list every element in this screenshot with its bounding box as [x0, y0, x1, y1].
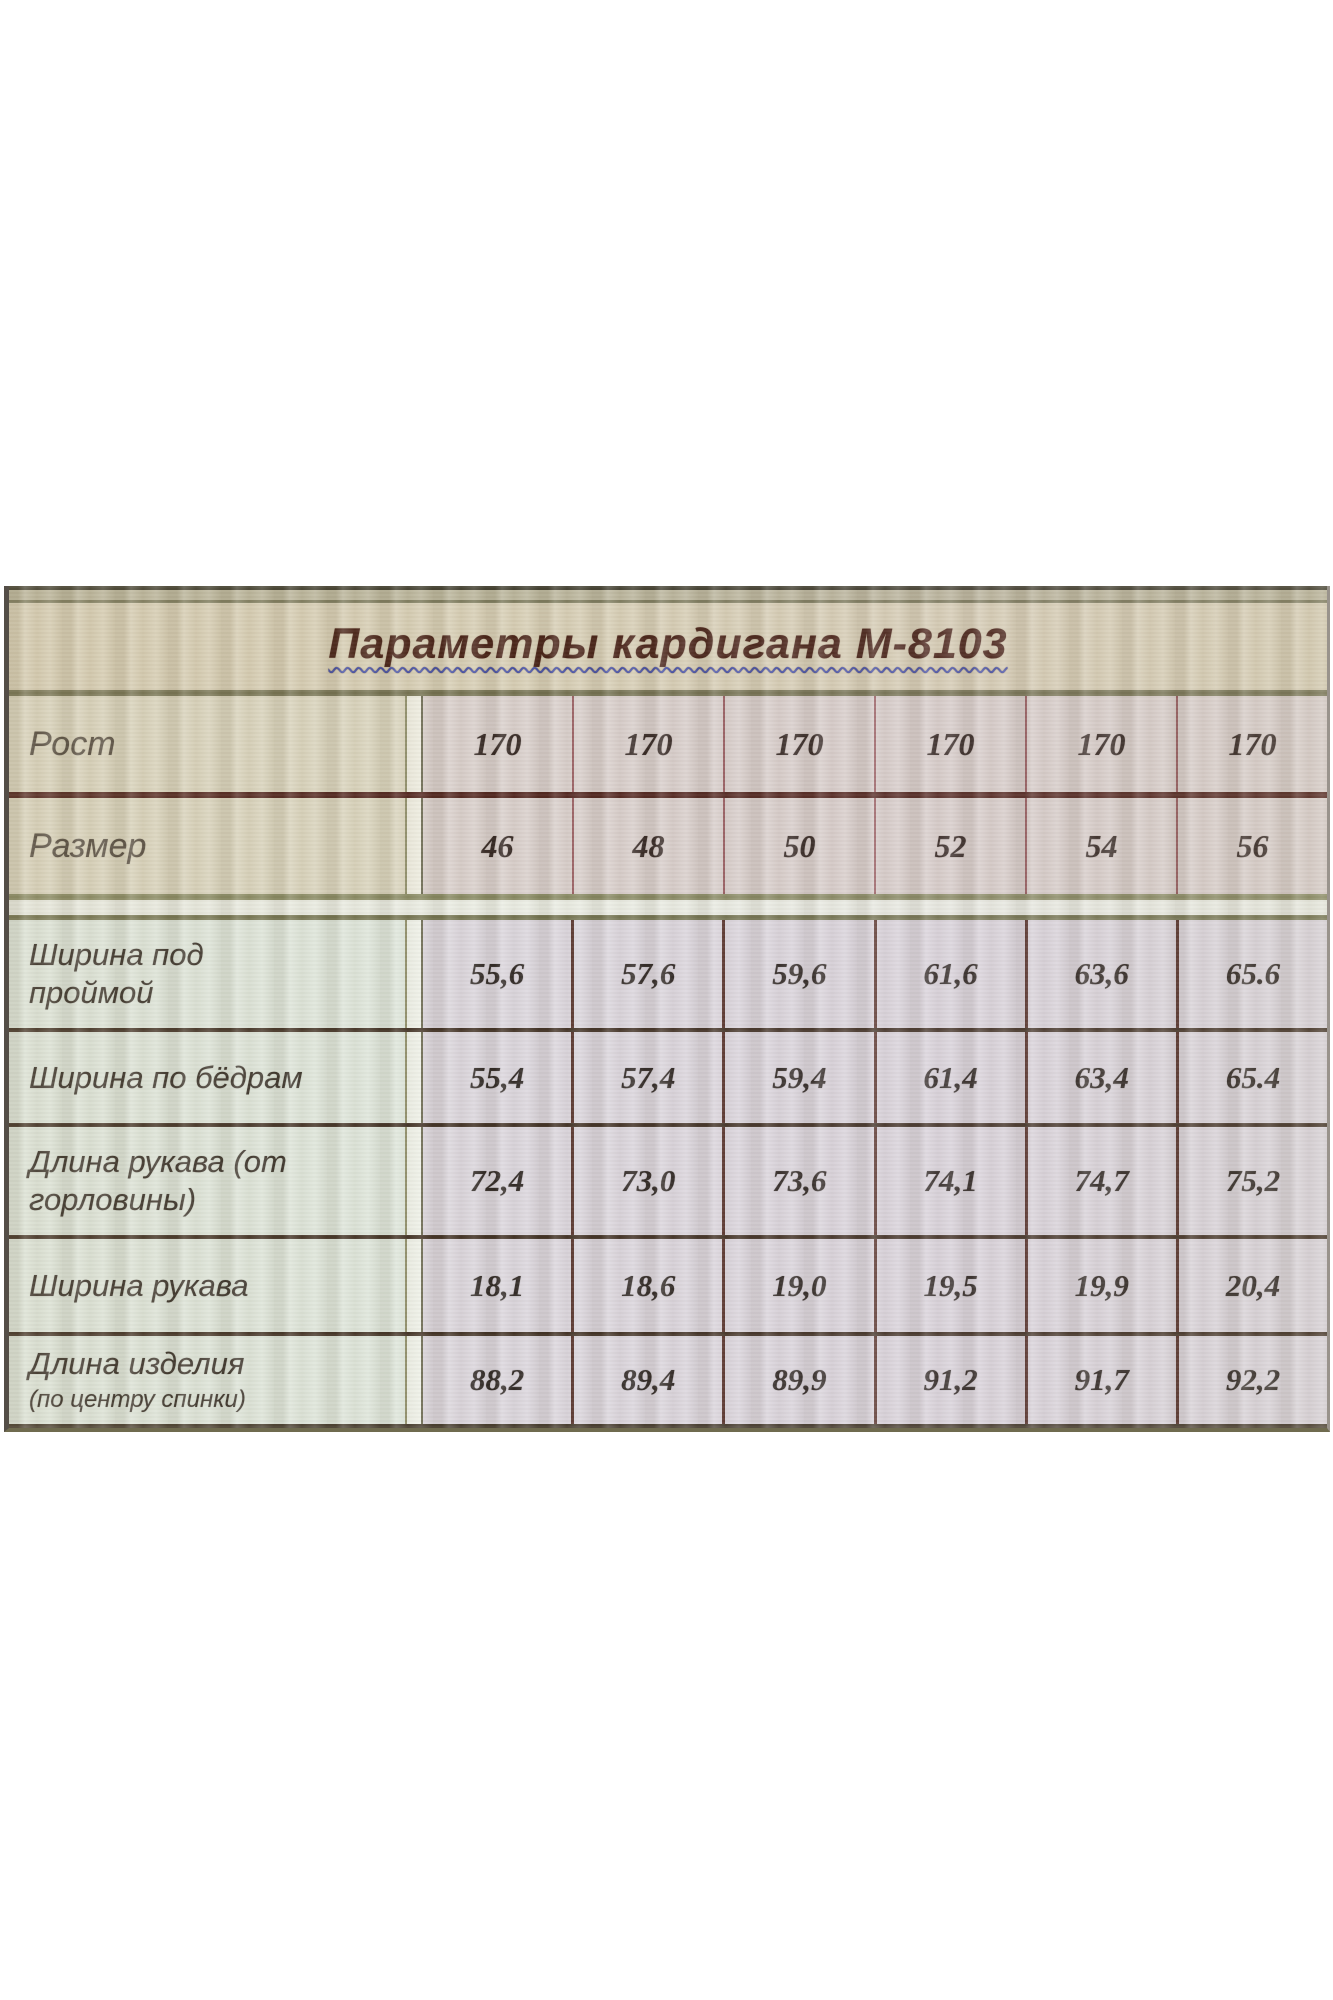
body-row: Длина изделия (по центру спинки) 88,2 89… — [9, 1332, 1328, 1428]
height-cell: 170 — [723, 696, 874, 792]
body-row-label: Длина изделия (по центру спинки) — [9, 1336, 405, 1424]
value-cell: 88,2 — [423, 1336, 572, 1424]
label-gap — [405, 1032, 423, 1123]
body-row-label: Длина рукава (от горловины) — [9, 1127, 405, 1235]
label-gap — [405, 1239, 423, 1332]
value-cell: 63,4 — [1024, 1032, 1176, 1123]
height-row: Рост 170 170 170 170 170 170 — [9, 696, 1327, 798]
body-row-label: Ширина по бёдрам — [9, 1032, 405, 1123]
value-cell: 89,4 — [571, 1336, 723, 1424]
value-cell: 19,0 — [722, 1239, 874, 1332]
value-cell: 72,4 — [423, 1127, 572, 1235]
body-row-label-main: Длина изделия — [29, 1346, 245, 1382]
size-row: Размер 46 48 50 52 54 56 — [9, 798, 1327, 894]
value-cell: 65.6 — [1175, 920, 1328, 1028]
value-cell: 63,6 — [1024, 920, 1176, 1028]
value-cell: 74,1 — [873, 1127, 1025, 1235]
body-row: Ширина рукава 18,1 18,6 19,0 19,5 19,9 2… — [9, 1235, 1328, 1332]
value-cell: 18,1 — [423, 1239, 572, 1332]
value-cell: 19,5 — [873, 1239, 1025, 1332]
label-gap — [405, 1127, 423, 1235]
title-row: Параметры кардигана М-8103 — [9, 586, 1327, 696]
size-cell: 48 — [572, 798, 723, 894]
label-gap — [405, 798, 423, 894]
body-row: Ширина по бёдрам 55,4 57,4 59,4 61,4 63,… — [9, 1028, 1328, 1123]
value-cell: 19,9 — [1024, 1239, 1176, 1332]
value-cell: 91,2 — [873, 1336, 1025, 1424]
value-cell: 55,4 — [423, 1032, 572, 1123]
value-cell: 18,6 — [571, 1239, 723, 1332]
label-gap — [405, 696, 423, 792]
value-cell: 91,7 — [1024, 1336, 1176, 1424]
height-cell: 170 — [1025, 696, 1176, 792]
height-cell: 170 — [874, 696, 1025, 792]
size-cell: 54 — [1025, 798, 1176, 894]
body-row-label: Ширина под проймой — [9, 920, 405, 1028]
value-cell: 59,6 — [722, 920, 874, 1028]
body-row: Длина рукава (от горловины) 72,4 73,0 73… — [9, 1123, 1328, 1235]
value-cell: 61,6 — [873, 920, 1025, 1028]
label-gap — [405, 1336, 423, 1424]
height-row-label: Рост — [9, 696, 405, 792]
size-row-label: Размер — [9, 798, 405, 894]
value-cell: 57,6 — [571, 920, 723, 1028]
size-cell: 46 — [423, 798, 572, 894]
size-cell: 50 — [723, 798, 874, 894]
header-body-divider — [9, 894, 1327, 920]
value-cell: 59,4 — [722, 1032, 874, 1123]
size-cell: 52 — [874, 798, 1025, 894]
value-cell: 57,4 — [571, 1032, 723, 1123]
value-cell: 73,0 — [571, 1127, 723, 1235]
height-cell: 170 — [572, 696, 723, 792]
value-cell: 75,2 — [1175, 1127, 1328, 1235]
value-cell: 89,9 — [722, 1336, 874, 1424]
body-row: Ширина под проймой 55,6 57,6 59,6 61,6 6… — [9, 920, 1328, 1028]
label-gap — [405, 920, 423, 1028]
value-cell: 74,7 — [1024, 1127, 1176, 1235]
body-row-label: Ширина рукава — [9, 1239, 405, 1332]
value-cell: 92,2 — [1175, 1336, 1328, 1424]
table-title: Параметры кардигана М-8103 — [328, 619, 1008, 668]
height-cell: 170 — [423, 696, 572, 792]
value-cell: 65.4 — [1175, 1032, 1328, 1123]
size-table: Параметры кардигана М-8103 Рост 170 170 … — [4, 586, 1330, 1432]
value-cell: 61,4 — [873, 1032, 1025, 1123]
value-cell: 73,6 — [722, 1127, 874, 1235]
value-cell: 20,4 — [1175, 1239, 1328, 1332]
size-cell: 56 — [1176, 798, 1327, 894]
value-cell: 55,6 — [423, 920, 572, 1028]
body-row-sublabel: (по центру спинки) — [29, 1386, 246, 1414]
height-cell: 170 — [1176, 696, 1327, 792]
